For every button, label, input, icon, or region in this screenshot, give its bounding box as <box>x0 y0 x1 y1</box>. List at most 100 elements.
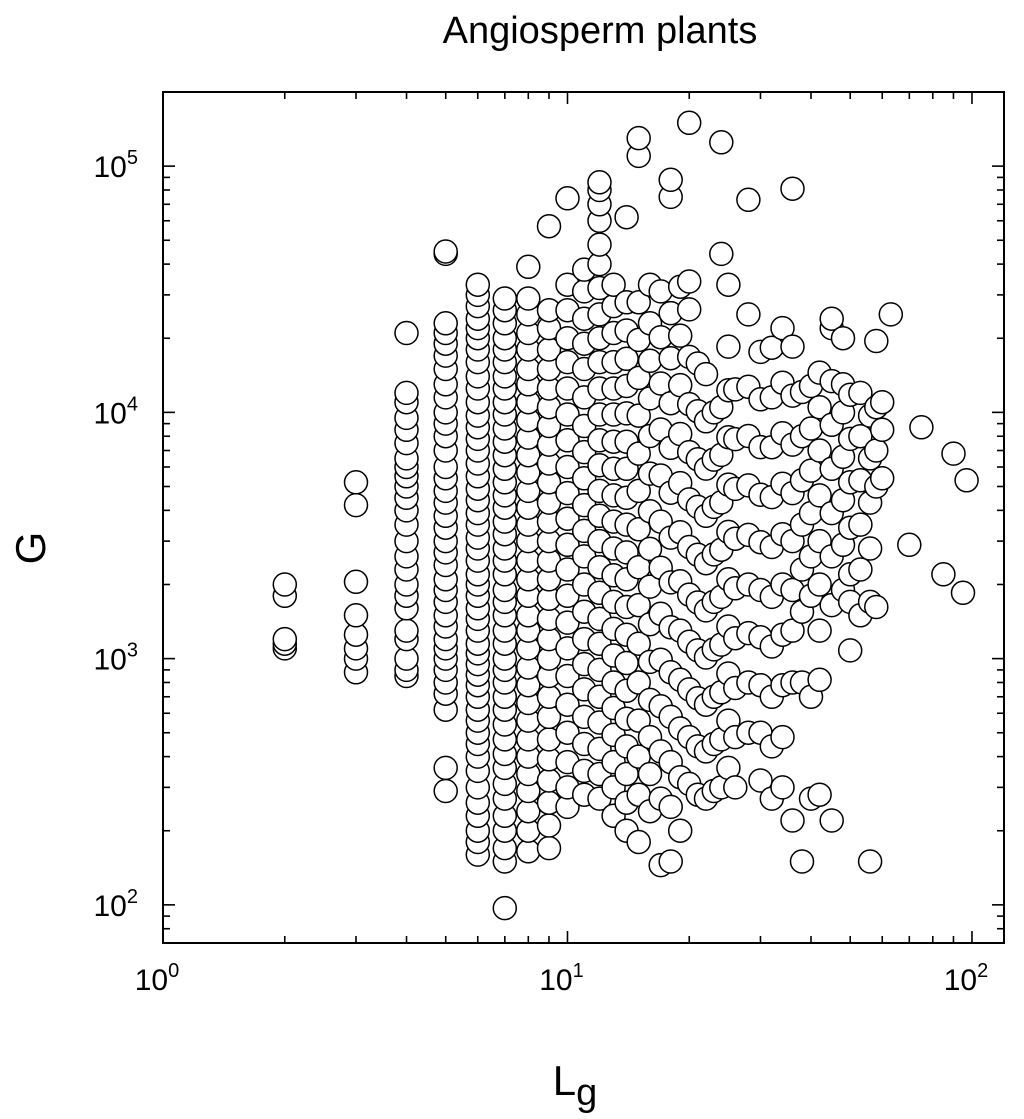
x-tick-label: 102 <box>944 960 989 997</box>
data-point <box>433 778 458 804</box>
data-point <box>626 670 651 695</box>
data-point <box>723 775 748 800</box>
data-point <box>626 517 651 542</box>
data-point <box>394 618 419 643</box>
data-point <box>780 176 805 201</box>
data-point <box>658 167 683 193</box>
data-point <box>555 532 580 558</box>
data-point <box>807 483 832 508</box>
data-point <box>626 478 651 504</box>
data-point <box>516 286 541 311</box>
y-tick-label: 104 <box>94 393 139 430</box>
data-point <box>716 334 741 359</box>
data-point <box>676 269 702 294</box>
data-point <box>830 325 856 351</box>
data-point <box>667 818 693 843</box>
data-point <box>798 416 824 441</box>
data-point <box>555 506 580 531</box>
data-point <box>626 125 651 151</box>
data-point <box>433 755 458 781</box>
data-point <box>626 441 651 466</box>
data-point <box>950 580 976 606</box>
data-point <box>676 110 702 136</box>
data-point <box>492 286 518 311</box>
x-axis-label: Lg <box>553 1057 598 1114</box>
data-point <box>770 775 795 800</box>
data-point <box>807 782 832 807</box>
data-point <box>626 403 651 428</box>
data-points <box>272 110 979 921</box>
data-point <box>807 572 832 597</box>
data-point <box>536 213 562 239</box>
data-point <box>807 667 832 693</box>
x-tick-label: 100 <box>135 960 180 997</box>
data-point <box>343 492 369 518</box>
x-axis-label-subscript: g <box>576 1072 597 1114</box>
data-point <box>848 512 873 537</box>
data-point <box>555 583 580 609</box>
data-point <box>676 297 702 322</box>
data-point <box>626 592 651 618</box>
data-point <box>343 569 369 595</box>
data-point <box>789 849 815 874</box>
data-point <box>394 380 419 406</box>
data-point <box>637 536 663 562</box>
data-point <box>770 724 795 750</box>
data-point <box>667 323 693 348</box>
data-point <box>637 761 663 787</box>
data-point <box>807 394 832 420</box>
x-axis-label-main: L <box>553 1057 576 1104</box>
data-point <box>555 480 580 506</box>
data-point <box>878 302 904 327</box>
y-tick-label: 102 <box>94 886 139 923</box>
data-point <box>693 361 719 387</box>
data-point <box>869 466 895 491</box>
data-point <box>587 232 612 257</box>
data-point <box>343 470 369 495</box>
data-point <box>465 272 491 297</box>
data-point <box>658 794 683 820</box>
data-point <box>555 186 580 211</box>
data-point <box>536 835 562 861</box>
y-tick-label: 105 <box>94 147 139 184</box>
data-point <box>587 170 612 195</box>
data-point <box>909 415 934 440</box>
data-point <box>626 290 651 315</box>
data-point <box>394 320 419 346</box>
data-point <box>492 895 518 921</box>
data-point <box>555 402 580 427</box>
data-point <box>857 849 883 874</box>
data-point <box>897 532 922 558</box>
data-point <box>819 808 844 833</box>
x-axis: 100 101 102 <box>135 92 988 997</box>
data-point <box>272 572 298 597</box>
data-point <box>433 311 458 336</box>
data-point <box>709 241 734 267</box>
plot-area-frame <box>162 91 1005 944</box>
data-point <box>869 417 895 443</box>
data-point <box>272 626 298 652</box>
data-point <box>931 562 956 587</box>
data-point <box>837 638 863 663</box>
data-point <box>748 768 773 793</box>
data-point <box>941 441 966 466</box>
data-point <box>780 808 805 833</box>
data-point <box>433 239 458 264</box>
data-point <box>555 720 580 745</box>
chart-title: Angiosperm plants <box>443 10 758 52</box>
data-point <box>954 468 979 493</box>
data-point <box>637 348 663 374</box>
data-point <box>516 839 541 864</box>
data-point <box>848 557 873 582</box>
data-point <box>864 594 889 620</box>
data-point <box>536 813 562 838</box>
data-point <box>601 272 626 297</box>
data-point <box>864 438 889 463</box>
data-point <box>555 663 580 689</box>
data-point <box>709 130 734 155</box>
data-point <box>555 428 580 453</box>
x-tick-label: 101 <box>539 960 584 997</box>
data-point <box>555 557 580 582</box>
data-point <box>614 204 639 230</box>
